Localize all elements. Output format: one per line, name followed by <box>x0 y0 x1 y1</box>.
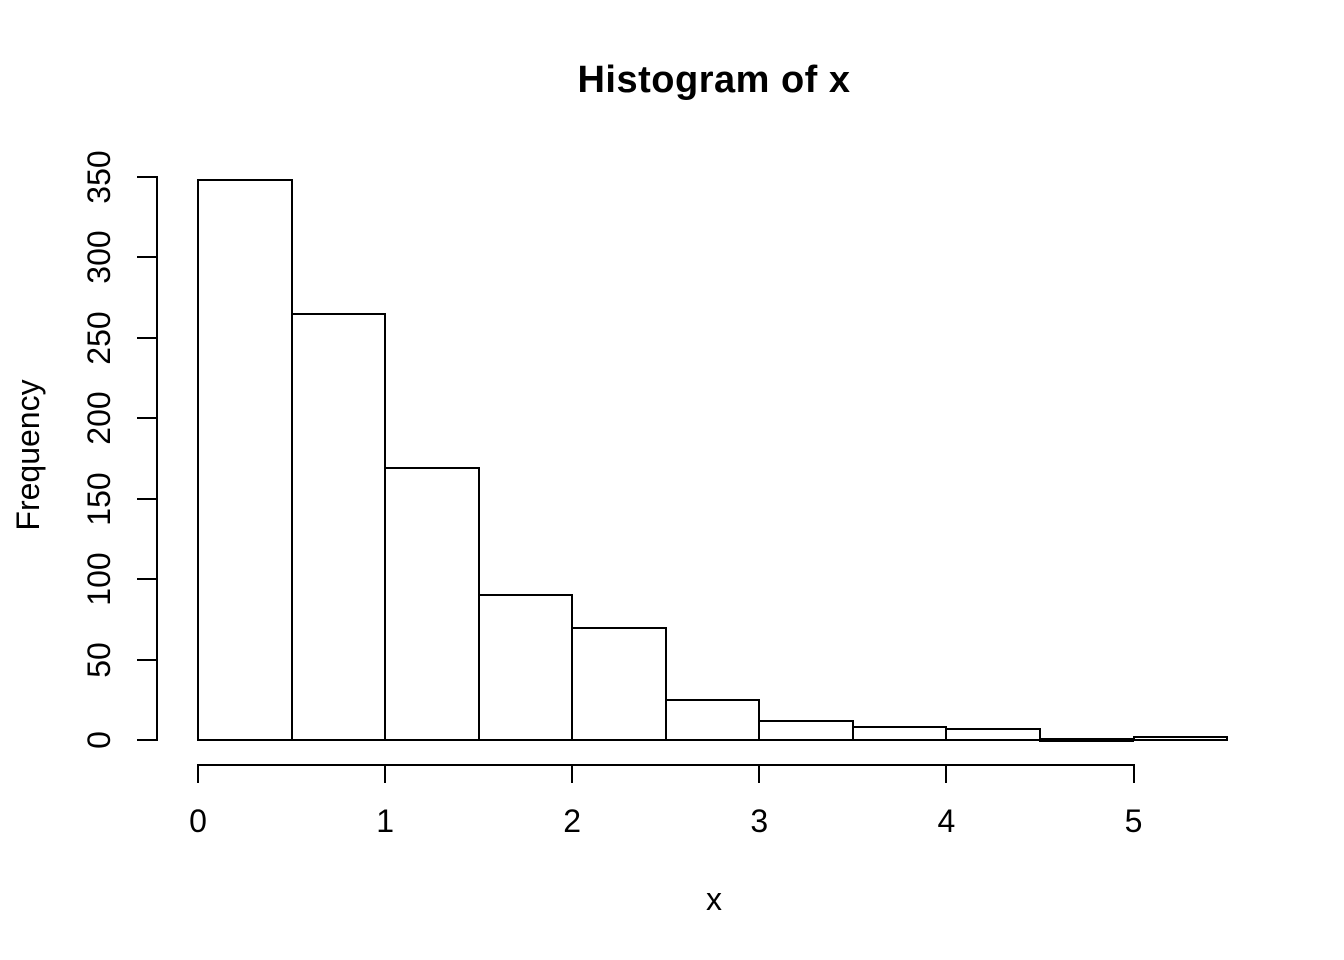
y-axis-tick <box>137 578 156 581</box>
y-axis-tick <box>137 336 156 339</box>
histogram-bar <box>197 179 293 742</box>
y-axis-tick <box>137 176 156 178</box>
x-axis-tick <box>197 763 199 783</box>
x-axis-tick <box>384 763 387 783</box>
y-axis-tick <box>137 417 156 420</box>
x-axis-tick-label: 2 <box>563 803 582 839</box>
x-axis-tick <box>571 763 574 783</box>
y-axis-tick <box>137 658 156 661</box>
x-axis-tick-label: 0 <box>189 803 207 839</box>
x-axis-tick <box>758 763 761 783</box>
y-axis-line <box>156 176 158 742</box>
histogram-bar <box>1132 736 1229 742</box>
y-axis-label: Frequency <box>10 379 46 531</box>
x-axis-tick-label: 1 <box>376 803 394 839</box>
x-axis-line <box>197 763 1135 766</box>
y-axis-tick-label: 300 <box>81 230 117 285</box>
y-axis-tick-label: 0 <box>81 731 117 750</box>
y-axis-tick-label: 350 <box>81 150 117 204</box>
histogram-bar <box>664 699 761 742</box>
histogram-bar <box>384 467 480 742</box>
x-axis-tick-label: 3 <box>750 803 769 839</box>
x-axis-tick-label: 5 <box>1124 803 1143 839</box>
x-axis-tick-label: 4 <box>937 803 956 839</box>
y-axis-tick-label: 150 <box>81 472 117 526</box>
y-axis-tick-label: 250 <box>81 311 117 365</box>
histogram-bar <box>945 728 1041 742</box>
histogram-bar <box>477 594 574 742</box>
x-axis-label: x <box>706 881 722 917</box>
histogram-bar <box>758 719 854 742</box>
chart-title: Histogram of x <box>577 59 851 101</box>
y-axis-tick <box>137 497 156 500</box>
x-axis-tick <box>1132 763 1135 783</box>
y-axis-tick <box>137 739 156 742</box>
y-axis-tick-label: 50 <box>81 642 117 678</box>
y-axis-tick <box>137 256 156 259</box>
y-axis-tick-label: 200 <box>81 391 117 446</box>
histogram-bar <box>290 312 387 742</box>
x-axis-tick <box>945 763 948 783</box>
histogram-bar <box>851 726 948 742</box>
histogram-bar <box>571 626 667 742</box>
y-axis-tick-label: 100 <box>81 552 117 607</box>
histogram-bar <box>1038 737 1135 742</box>
